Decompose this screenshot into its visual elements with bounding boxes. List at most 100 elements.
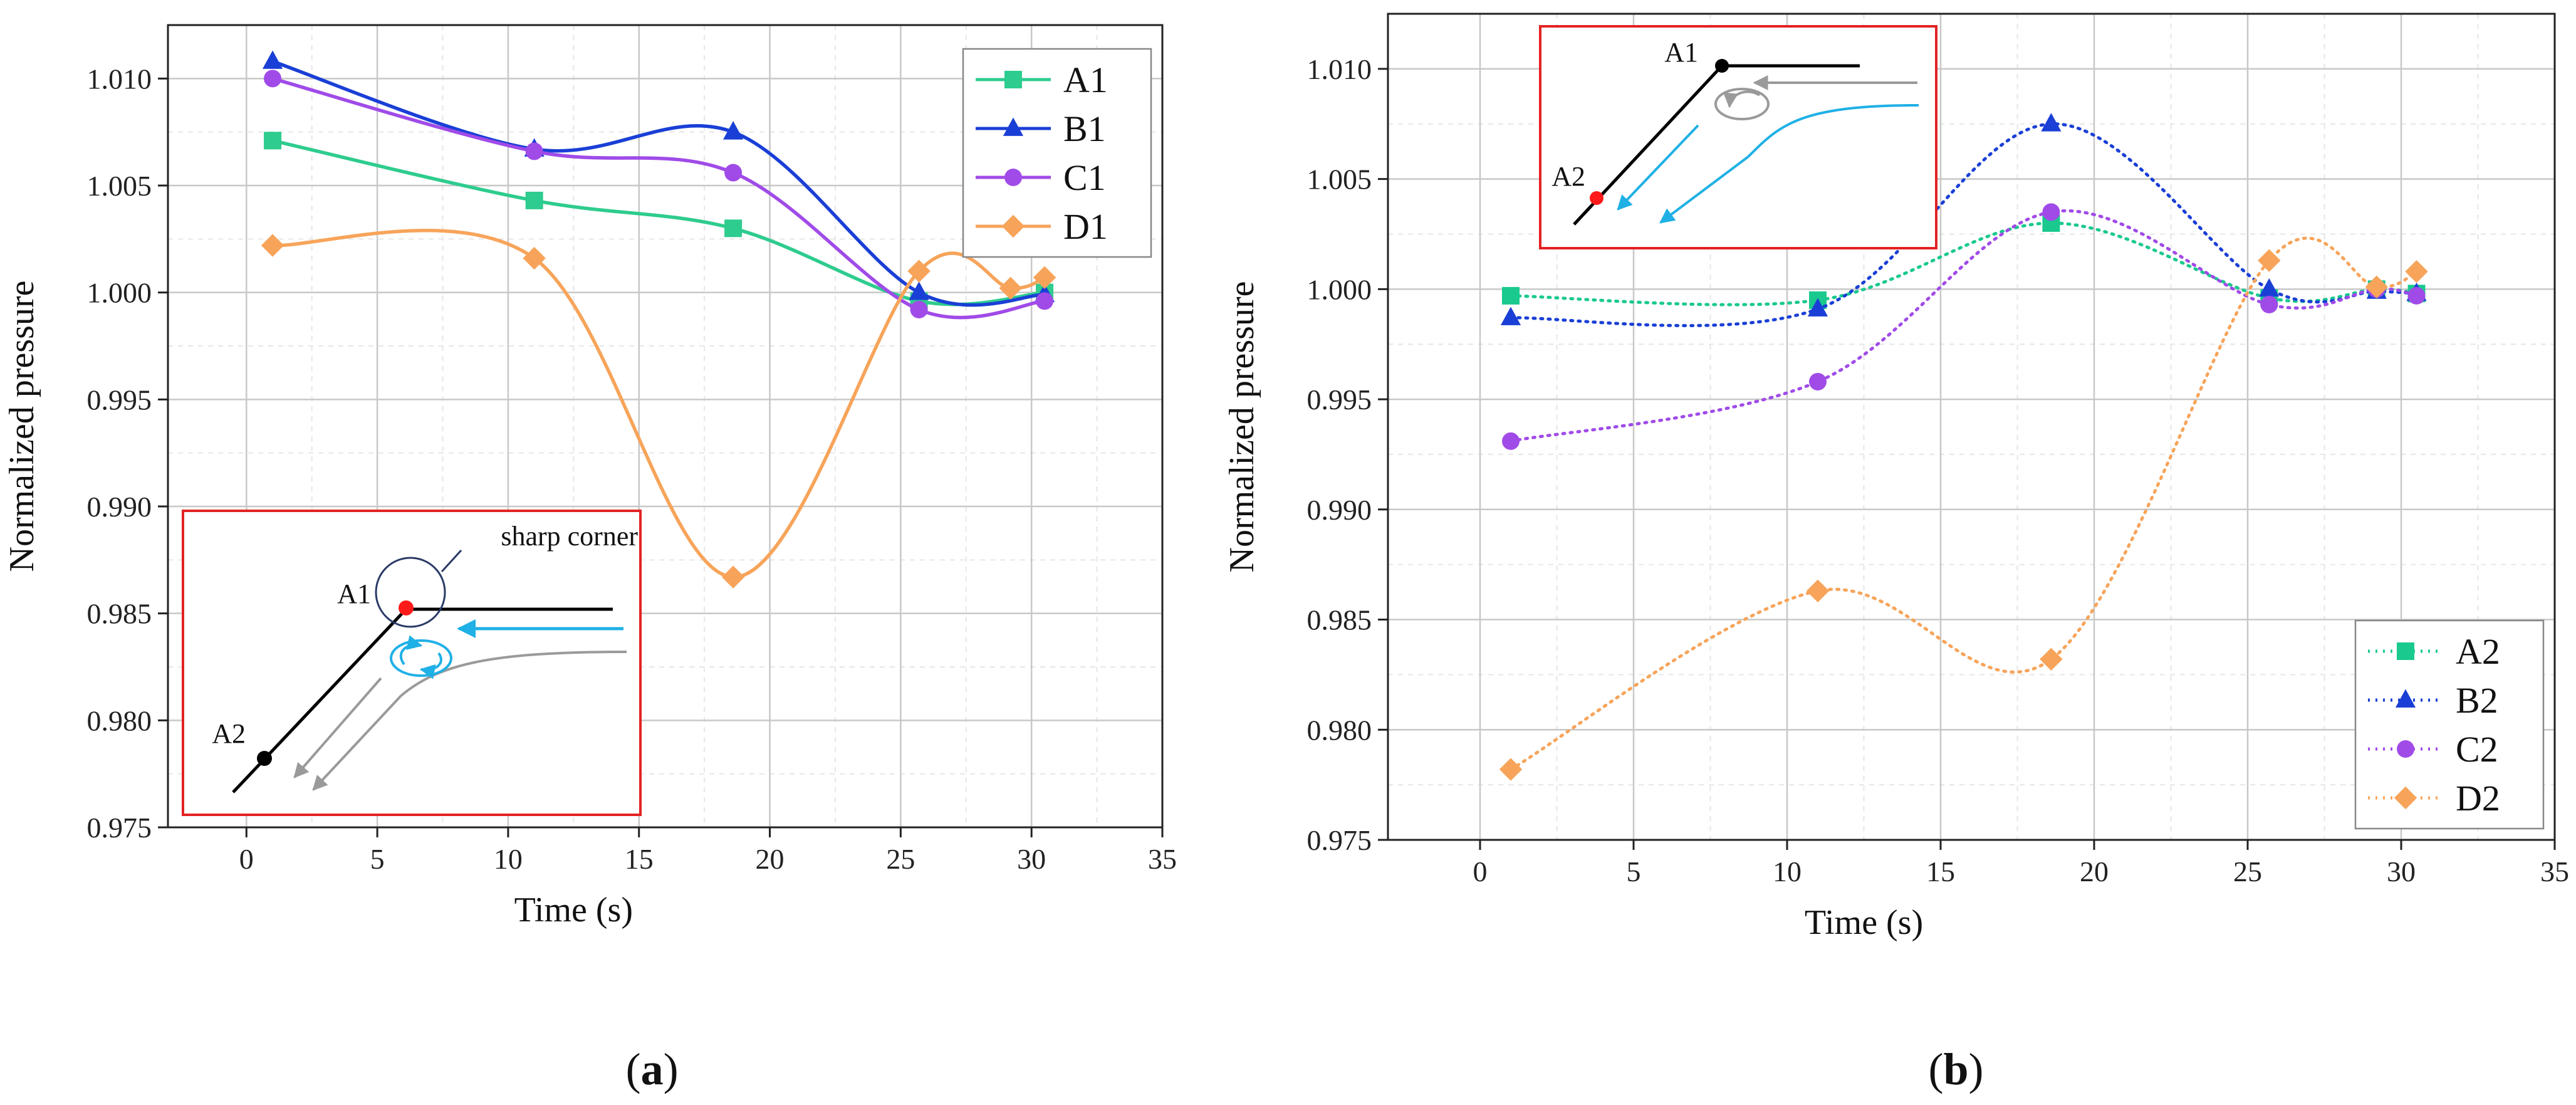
data-point-B1 [262,50,283,69]
plot-frame [1387,13,2556,841]
blue-outflow-arrow-2 [1617,124,1699,211]
series-line-D2 [1509,236,2418,771]
panel-label: (a) [626,1044,679,1094]
legend-label: A2 [2456,631,2500,672]
data-point-C1 [910,300,928,318]
x-tick-label: 0 [239,843,254,875]
x-tick-label: 15 [1926,856,1955,888]
x-tick-label: 10 [1773,856,1802,888]
legend: A1 B1 C1 D1 [962,48,1152,258]
y-tick-label: 1.010 [1307,53,1372,85]
inset-diagram-a: sharp corner A1 A2 [182,510,642,816]
legend-swatch-marker [1004,71,1022,88]
x-axis: 0 5 10 15 20 25 30 35 [239,827,1177,875]
x-tick-label: 20 [2080,856,2109,888]
gray-outflow-arrow-2 [293,677,382,778]
data-point-D2 [2258,249,2281,272]
series-line-A2 [1509,221,2418,306]
series-B1 [262,50,1055,307]
x-tick-label: 35 [2540,856,2569,888]
legend-swatch-marker [2394,786,2417,810]
x-tick-label: 0 [1473,856,1488,888]
point-a1 [1715,59,1729,73]
x-tick-label: 30 [1017,843,1046,875]
data-point-A2 [1502,286,1520,305]
inset-diagram-b: A1 A2 [1539,25,1937,249]
vortex-ellipse [1714,88,1770,120]
vortex-arrow [399,635,423,666]
y-tick-label: 0.990 [1307,494,1372,526]
data-point-B2 [1500,306,1521,325]
panel-label-letter: b [1943,1044,1968,1094]
series-D1 [261,229,1056,589]
x-tick-label: 10 [494,843,523,875]
data-point-C2 [2407,286,2426,305]
data-point-B1 [722,121,744,140]
data-point-D1 [721,565,745,589]
x-tick-label: 25 [2233,856,2262,888]
y-tick-label: 1.000 [87,277,152,309]
plot-frame [167,24,1164,829]
legend-label: B2 [2456,680,2498,721]
y-tick-label: 0.980 [87,704,152,736]
panel-label-letter: a [641,1044,664,1094]
y-axis: 0.975 0.980 0.985 0.990 0.995 1.000 1.005 1.010 [87,63,168,844]
x-tick-label: 30 [2387,856,2416,888]
y-tick-label: 0.975 [87,812,152,844]
series-C1 [264,70,1054,320]
y-tick-label: 1.000 [1307,273,1372,305]
series-line-A1 [271,139,1046,306]
x-tick-label: 15 [625,843,654,875]
data-point-B2 [2041,113,2062,132]
x-axis-title: Time (s) [514,891,633,930]
vortex-arrow-2 [419,652,442,679]
blue-flow-curve [1747,104,1919,158]
y-tick-label: 0.985 [1307,604,1372,636]
data-point-D2 [1499,758,1523,781]
data-point-A1 [724,219,743,238]
x-tick-label: 5 [1627,856,1641,888]
data-point-C2 [2042,203,2060,221]
data-point-C2 [1502,432,1520,450]
blue-outflow-arrow [1659,155,1749,224]
legend-swatch-marker [1003,117,1024,136]
data-point-D2 [1806,579,1830,603]
data-point-D1 [907,259,931,283]
point-a2-label: A2 [1551,161,1585,192]
panel-label-open: ( [1928,1044,1943,1094]
legend-swatch-marker [1004,169,1022,186]
data-point-D1 [523,246,546,270]
panel-label-close: ) [1969,1044,1984,1094]
gray-flow-curve [400,651,627,697]
inset-border [182,510,642,816]
data-point-B1 [909,281,929,300]
vortex-arrow [1723,90,1761,108]
legend-label: C2 [2456,729,2498,770]
y-axis-title: Normalized pressure [1223,281,1261,573]
x-axis-title: Time (s) [1805,903,1923,942]
legend-box [2354,619,2545,830]
panel-label-close: ) [664,1044,679,1094]
data-point-C1 [264,70,282,88]
data-point-A1 [525,191,543,209]
sharp-corner-label: sharp corner [501,521,638,552]
series-D2 [1499,236,2428,781]
y-tick-label: 0.975 [1307,824,1372,856]
legend-swatch-marker [2397,642,2414,660]
gray-outflow-arrow [312,694,402,791]
point-a1 [399,600,414,615]
series-line-C1 [271,76,1046,320]
data-point-C1 [525,142,543,160]
data-point-D1 [261,234,284,257]
inset-border [1539,25,1937,249]
y-tick-label: 1.005 [87,170,152,202]
legend-swatch-marker [2397,740,2414,758]
corner-leader-line [441,549,462,573]
legend-swatch-marker [1001,214,1025,238]
y-axis-title: Normalized pressure [3,281,41,572]
x-axis: 0 5 10 15 20 25 30 35 [1473,840,2569,888]
data-point-D2 [2405,260,2428,283]
data-point-B2 [1807,298,1828,317]
legend-label: C1 [1063,157,1106,198]
